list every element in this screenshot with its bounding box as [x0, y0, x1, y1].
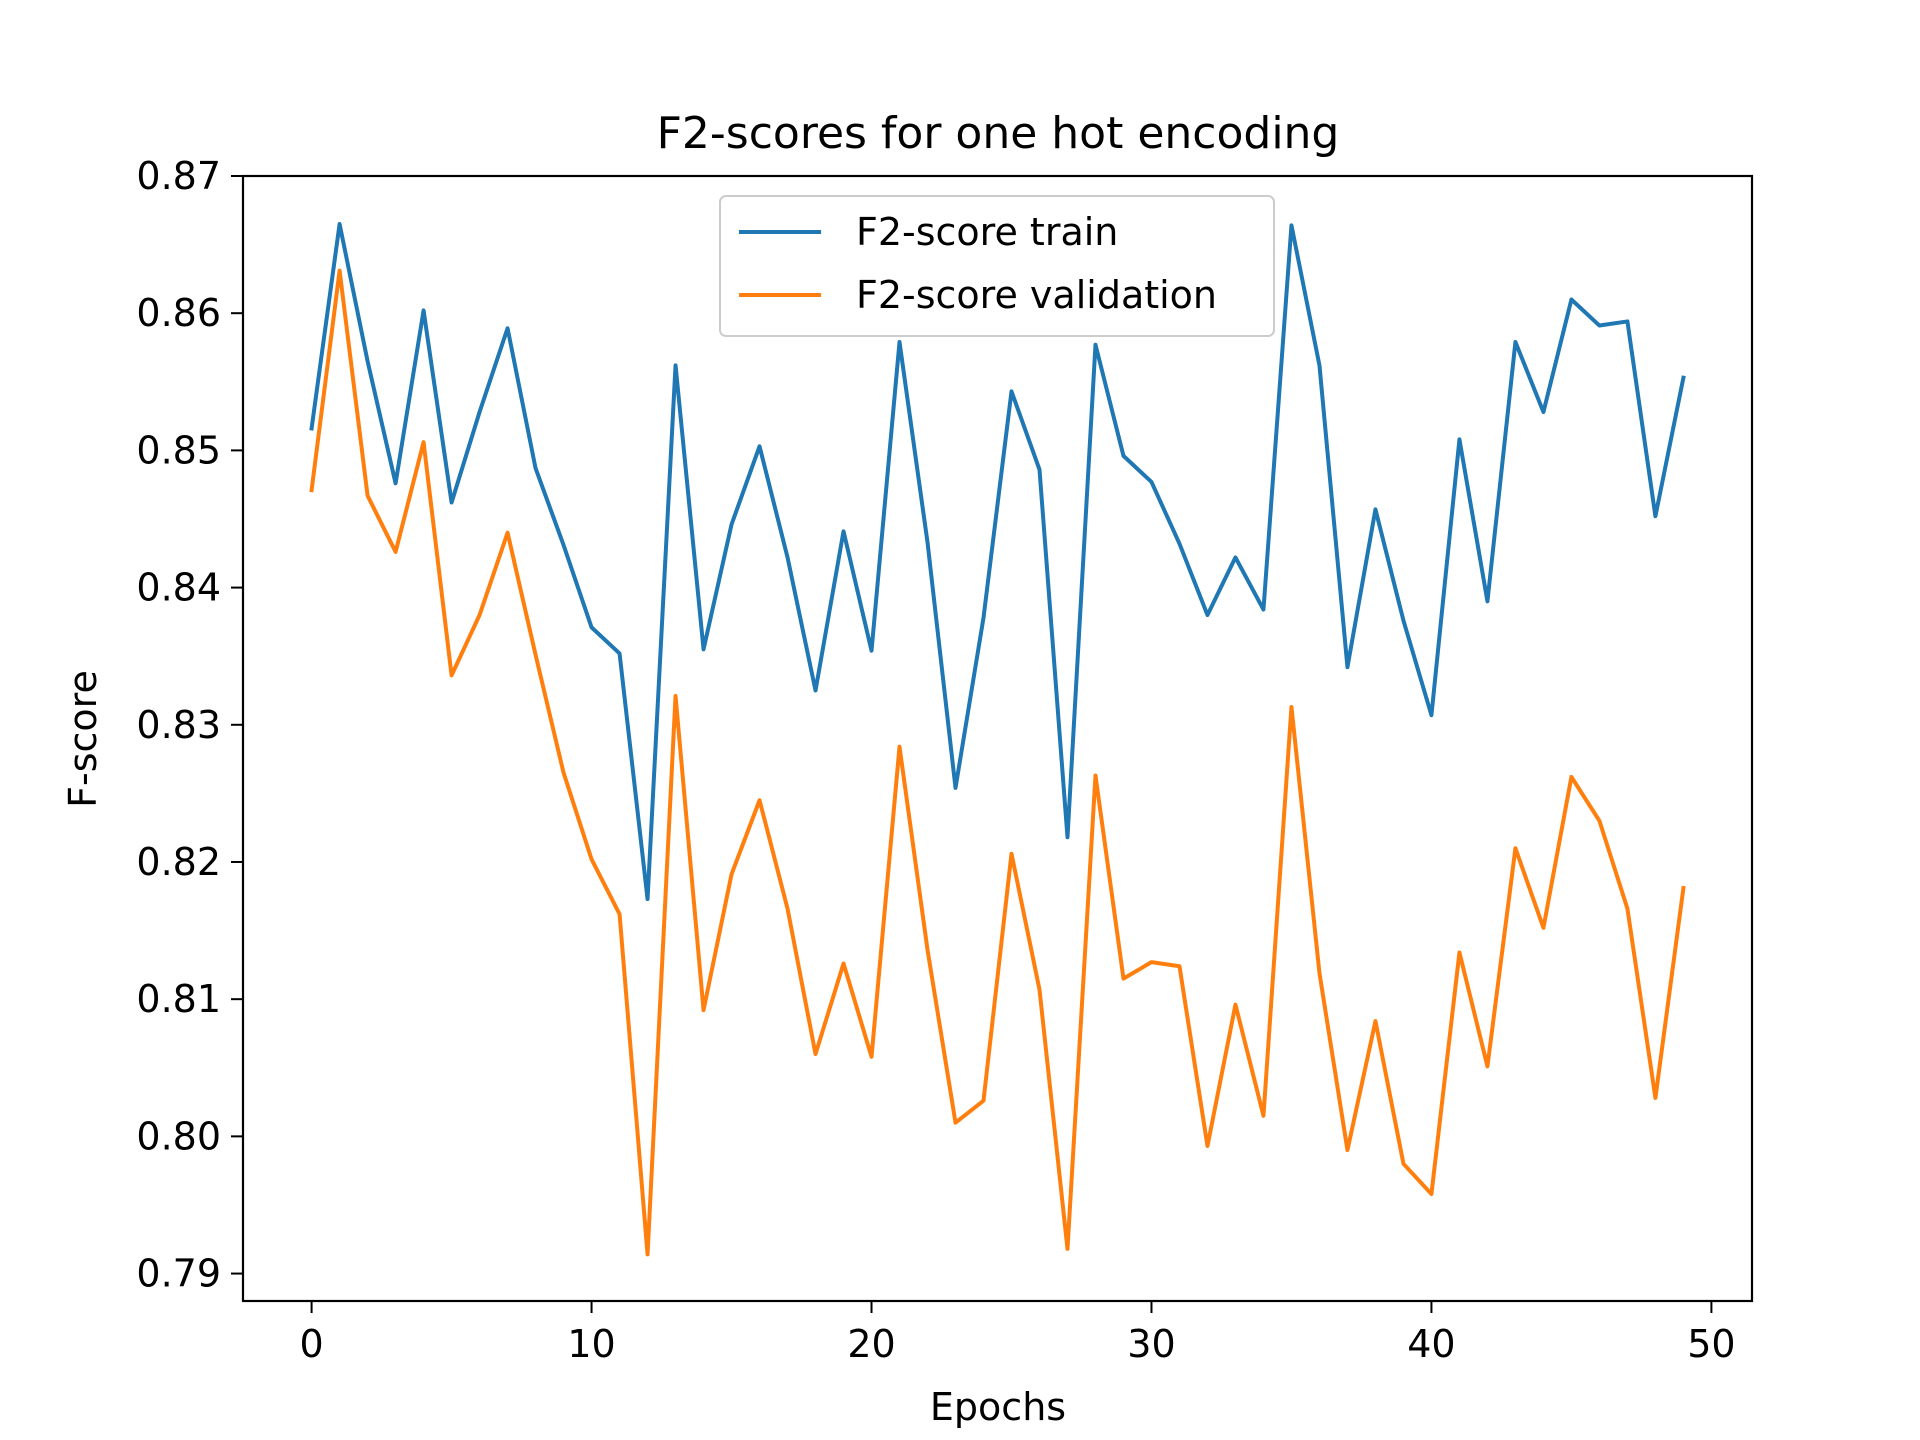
y-axis: 0.79 0.80 0.81 0.82 0.83 0.84 0.85 0.86 0.87: [136, 154, 243, 1296]
series-line-validation: [309, 268, 1686, 1257]
y-tick-label: 0.86: [136, 291, 221, 335]
x-tick-label: 50: [1687, 1322, 1735, 1366]
plot-frame: [241, 174, 1754, 1303]
y-axis-label: F-score: [61, 670, 105, 808]
legend: F2-score train F2-score validation: [719, 195, 1275, 337]
y-tick-label: 0.83: [136, 703, 221, 747]
x-tick-label: 40: [1407, 1322, 1455, 1366]
y-tick-label: 0.79: [136, 1252, 221, 1296]
y-tick-label: 0.87: [136, 154, 221, 198]
legend-box: [719, 195, 1275, 337]
y-tick-label: 0.82: [136, 840, 221, 884]
y-tick-label: 0.85: [136, 428, 221, 472]
x-axis-label: Epochs: [930, 1385, 1066, 1429]
x-tick-label: 0: [299, 1322, 323, 1366]
y-tick-label: 0.81: [136, 977, 221, 1021]
legend-label-train: F2-score train: [856, 210, 1118, 254]
chart-title: F2-scores for one hot encoding: [657, 108, 1340, 159]
legend-label-validation: F2-score validation: [856, 273, 1217, 317]
x-tick-label: 30: [1127, 1322, 1175, 1366]
x-tick-label: 10: [567, 1322, 615, 1366]
x-axis: 0 10 20 30 40 50: [299, 1301, 1736, 1366]
series-line-train: [309, 222, 1686, 902]
y-tick-label: 0.80: [136, 1114, 221, 1158]
series-layer: [309, 222, 1686, 1257]
y-tick-label: 0.84: [136, 566, 221, 610]
x-tick-label: 20: [847, 1322, 895, 1366]
plot-area: [241, 174, 1754, 1303]
